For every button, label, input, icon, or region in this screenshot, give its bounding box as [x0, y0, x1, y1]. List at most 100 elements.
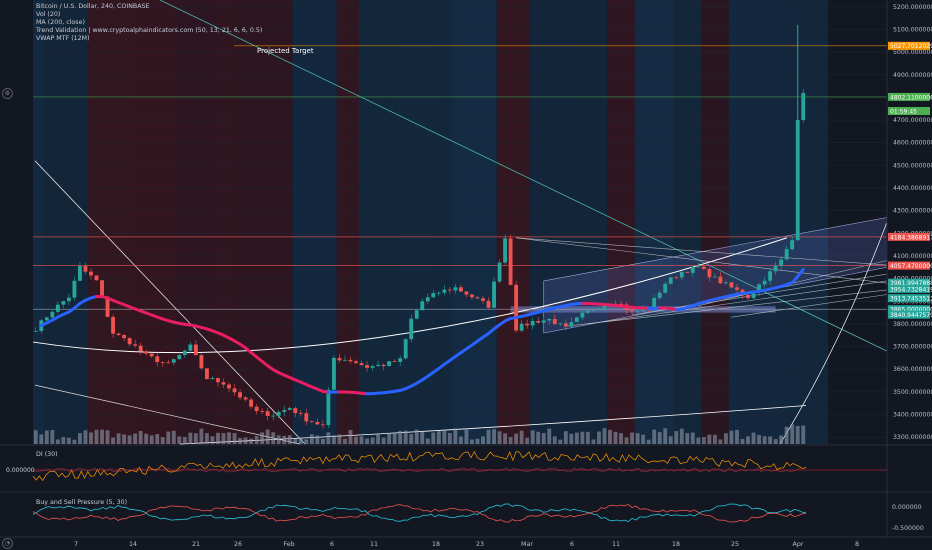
- candle-body: [331, 357, 336, 390]
- volume-bar: [679, 428, 684, 444]
- trend-band: [358, 0, 398, 444]
- volume-bar: [574, 432, 579, 444]
- time-tick-label: 23: [476, 541, 484, 548]
- volume-bar: [503, 433, 508, 444]
- descending-trendline: [159, 0, 888, 352]
- candle-body: [61, 301, 66, 305]
- price-tick-label: 4100.0000000: [893, 253, 932, 260]
- volume-bar: [652, 429, 657, 444]
- candle-body: [304, 413, 309, 422]
- candle-body: [348, 359, 353, 362]
- candle-body: [370, 366, 375, 368]
- candle-body: [591, 309, 596, 311]
- fan-line: [565, 289, 888, 327]
- candle-body: [619, 303, 623, 305]
- volume-bar: [552, 436, 557, 444]
- volume-bar: [801, 425, 806, 444]
- candle-body: [111, 316, 115, 334]
- trend-band: [88, 0, 133, 444]
- volume-bar: [111, 437, 115, 444]
- volume-bars: [33, 424, 806, 444]
- price-label-bg: [888, 92, 930, 101]
- trend-band: [275, 0, 293, 444]
- volume-bar: [746, 436, 750, 444]
- candle-body: [630, 310, 635, 312]
- price-label: 4802.1100000: [890, 94, 932, 101]
- settings-gear-icon[interactable]: ⚙: [2, 88, 13, 99]
- candle-body: [409, 318, 414, 340]
- candle-body: [94, 275, 99, 281]
- volume-bar: [701, 437, 706, 444]
- time-tick-label: 18: [672, 541, 680, 548]
- ma-segment: [796, 267, 805, 278]
- candle-body: [365, 365, 369, 368]
- candle-body: [133, 344, 138, 346]
- volume-bar: [751, 432, 756, 444]
- price-label: 4184.3868917: [890, 234, 932, 241]
- candle-body: [735, 287, 739, 290]
- candle-body: [210, 378, 215, 380]
- time-tick-label: 11: [370, 541, 378, 548]
- volume-bar: [166, 431, 171, 444]
- price-label-bg: [888, 294, 930, 303]
- time-tick-label: Mar: [521, 541, 533, 548]
- projected-target-label: Projected Target: [257, 47, 314, 55]
- price-tick-label: 3500.0000000: [893, 389, 932, 396]
- candle-body: [668, 277, 673, 284]
- fan-line: [516, 237, 888, 266]
- di-value-label: 0.000000: [6, 467, 35, 474]
- candle-body: [359, 363, 364, 366]
- volume-bar: [238, 438, 242, 444]
- indicator-ma[interactable]: MA (200, close): [36, 19, 85, 26]
- candle-body: [293, 408, 298, 414]
- di-line: [32, 450, 807, 482]
- volume-bar: [387, 432, 392, 444]
- bsp-pane: [32, 503, 807, 523]
- candle-body: [72, 280, 77, 298]
- volume-bar: [519, 430, 524, 444]
- volume-bar: [359, 436, 364, 444]
- volume-bar: [613, 431, 618, 444]
- volume-bar: [757, 434, 762, 444]
- volume-bar: [271, 432, 276, 444]
- volume-bar: [668, 436, 673, 444]
- candle-body: [204, 368, 209, 380]
- volume-bar: [536, 431, 541, 444]
- candle-body: [801, 92, 806, 121]
- candle-body: [425, 297, 430, 302]
- candle-body: [552, 318, 557, 325]
- bsp-pane-title[interactable]: Buy and Sell Pressure (5, 30): [36, 499, 128, 506]
- volume-bar: [690, 432, 695, 444]
- candle-body: [343, 359, 347, 361]
- time-tick-label: 25: [731, 541, 739, 548]
- candle-body: [442, 289, 447, 293]
- candle-body: [188, 344, 193, 351]
- volume-bar: [442, 429, 447, 444]
- time-tick-label: 11: [612, 541, 620, 548]
- candle-body: [392, 361, 397, 362]
- volume-bar: [193, 433, 198, 444]
- indicator-vwap[interactable]: VWAP MTF (12M): [36, 35, 90, 42]
- volume-bar: [144, 433, 149, 444]
- price-label: 3865.0000000: [890, 307, 932, 314]
- price-label: 4057.4700000: [890, 263, 932, 270]
- candle-body: [116, 333, 121, 335]
- volume-bar: [514, 433, 519, 444]
- lower-trendline: [34, 384, 301, 445]
- symbol-title[interactable]: Bitcoin / U.S. Dollar, 240, COINBASE: [36, 3, 150, 10]
- di-pane-title[interactable]: DI (30): [36, 451, 58, 458]
- sell-pressure-line: [32, 503, 807, 523]
- time-tick-label: 14: [129, 541, 137, 548]
- ma-200-line: [39, 267, 805, 396]
- trend-background-bands: [33, 0, 829, 444]
- trend-band: [231, 0, 276, 444]
- indicator-trend-validation[interactable]: Trend Validation | www.cryptoalphaindica…: [36, 27, 263, 34]
- volume-bar: [762, 436, 767, 444]
- timezone-icon[interactable]: ◔: [2, 538, 13, 549]
- volume-bar: [458, 436, 463, 444]
- price-label-bg: [888, 107, 930, 115]
- time-tick-label: Apr: [793, 541, 804, 548]
- indicator-vol[interactable]: Vol (20): [36, 11, 61, 18]
- volume-bar: [182, 436, 187, 444]
